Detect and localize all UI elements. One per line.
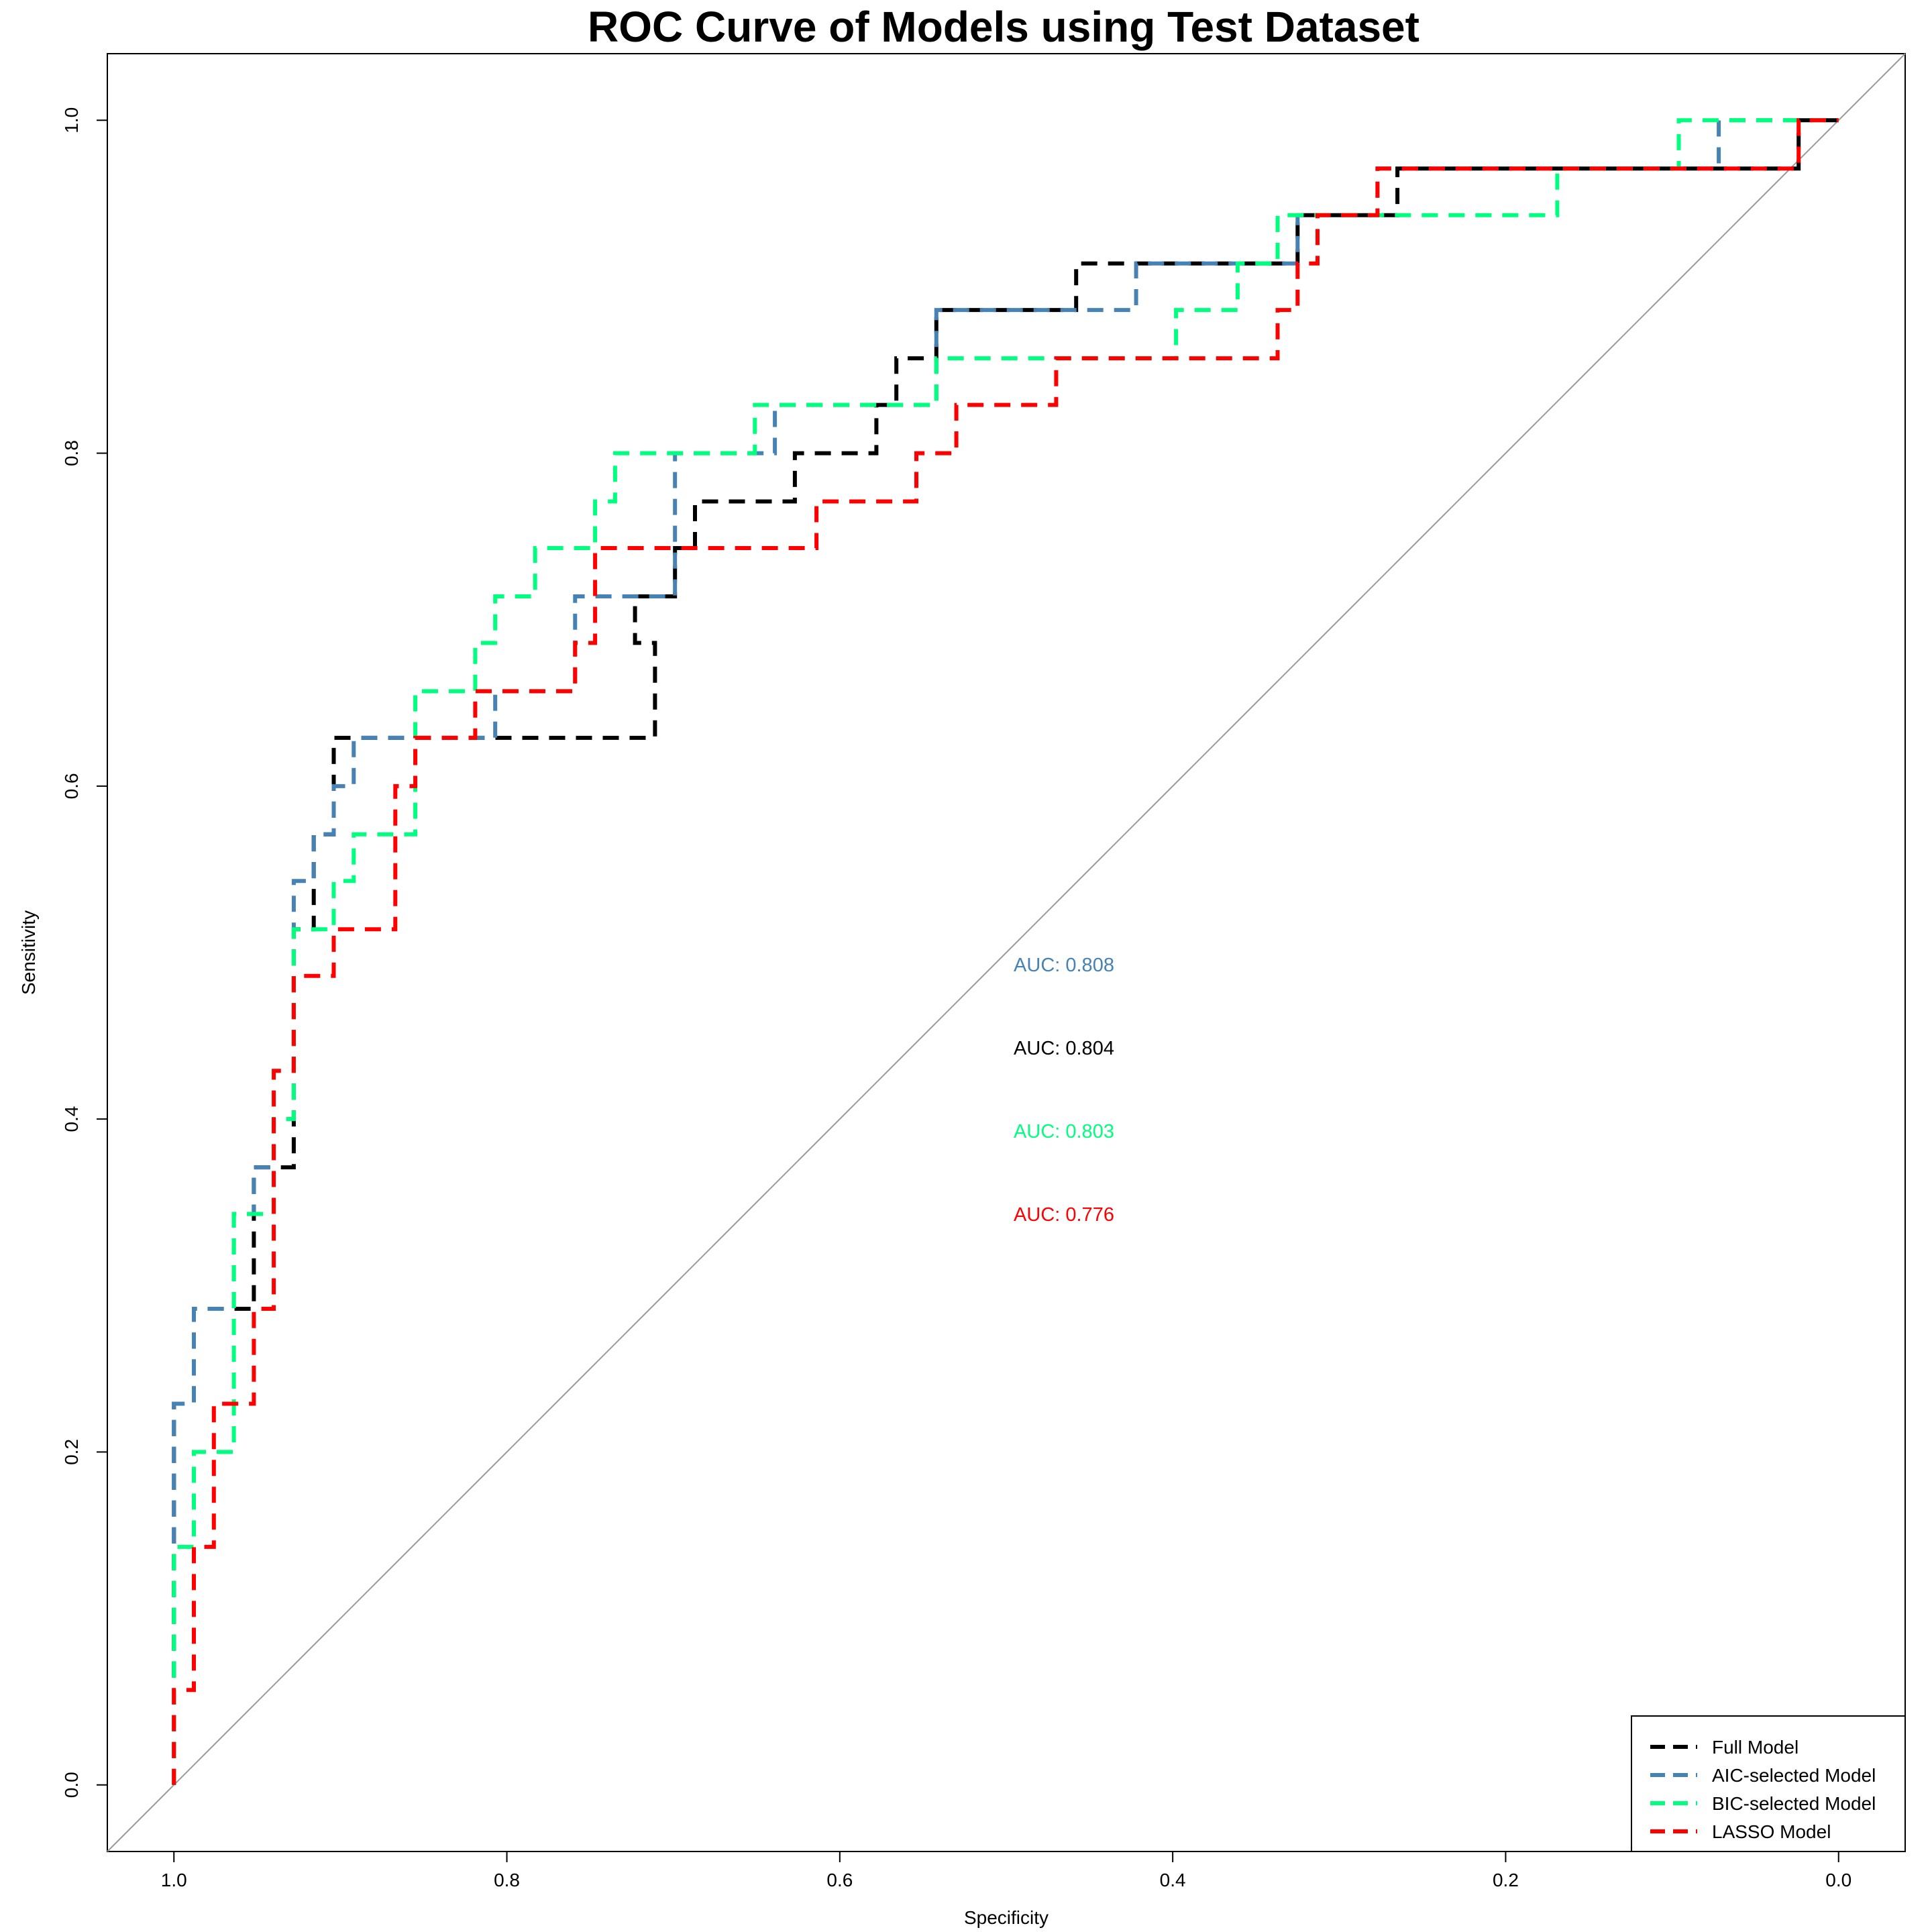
y-tick-label: 1.0 bbox=[61, 107, 82, 133]
legend-label: BIC-selected Model bbox=[1712, 1793, 1876, 1814]
legend-label: AIC-selected Model bbox=[1712, 1765, 1876, 1786]
legend-label: LASSO Model bbox=[1712, 1821, 1831, 1842]
legend-items: Full Model AIC-selected Model BIC-selected… bbox=[1650, 1737, 1876, 1842]
auc-annotations: AUC: 0.808 AUC: 0.804 AUC: 0.803 AUC: 0.776 bbox=[1014, 955, 1114, 1226]
y-tick-label: 0.2 bbox=[61, 1439, 82, 1465]
x-tick-label: 0.8 bbox=[494, 1870, 520, 1890]
x-tick-label: 0.0 bbox=[1825, 1870, 1851, 1890]
auc-label: AUC: 0.804 bbox=[1014, 1038, 1114, 1059]
y-axis-title: Sensitivity bbox=[18, 910, 39, 995]
auc-label: AUC: 0.776 bbox=[1014, 1204, 1114, 1226]
chart-title: ROC Curve of Models using Test Dataset bbox=[588, 3, 1419, 51]
x-tick-label: 0.4 bbox=[1160, 1870, 1186, 1890]
y-tick-label: 0.4 bbox=[61, 1106, 82, 1132]
x-axis-title: Specificity bbox=[964, 1907, 1049, 1928]
x-tick-label: 0.2 bbox=[1493, 1870, 1519, 1890]
legend-label: Full Model bbox=[1712, 1737, 1799, 1758]
y-tick-label: 0.0 bbox=[61, 1772, 82, 1798]
x-tick-label: 1.0 bbox=[161, 1870, 187, 1890]
y-tick-label: 0.8 bbox=[61, 440, 82, 466]
roc-curves bbox=[172, 118, 1839, 1785]
legend-box bbox=[1631, 1715, 1906, 1852]
x-axis: 1.0 0.8 0.6 0.4 0.2 0.0 bbox=[161, 1851, 1851, 1890]
roc-curve-lasso-model bbox=[172, 118, 1839, 1785]
diagonal-reference-line bbox=[107, 53, 1906, 1852]
auc-label: AUC: 0.808 bbox=[1014, 955, 1114, 976]
y-tick-label: 0.6 bbox=[61, 773, 82, 799]
auc-label: AUC: 0.803 bbox=[1014, 1121, 1114, 1142]
roc-curve-bic-selected-model bbox=[172, 118, 1839, 1785]
y-axis: 0.0 0.2 0.4 0.6 0.8 1.0 bbox=[61, 107, 108, 1798]
legend: Full Model AIC-selected Model BIC-selected… bbox=[1631, 1715, 1906, 1852]
x-tick-label: 0.6 bbox=[826, 1870, 853, 1890]
